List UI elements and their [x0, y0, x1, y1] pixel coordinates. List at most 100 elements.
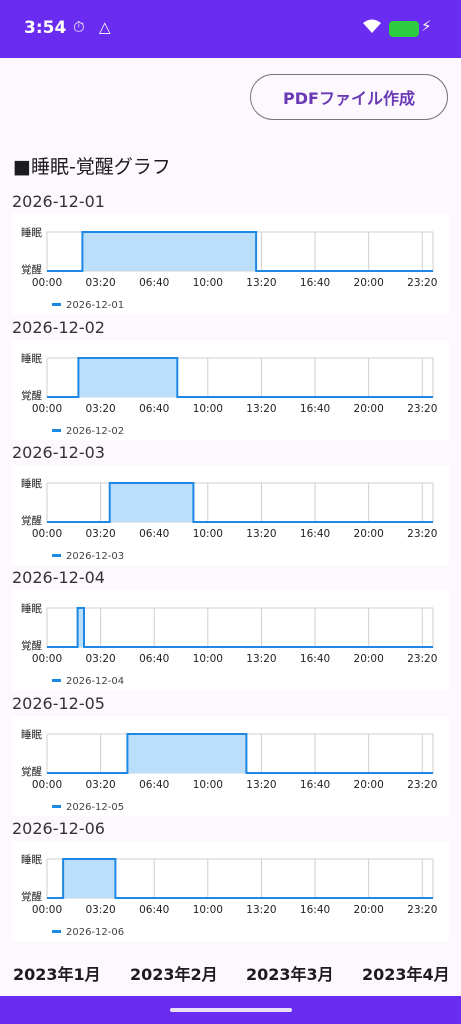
legend-label: 2026-12-02: [66, 426, 124, 437]
legend-swatch: [52, 303, 61, 306]
timer-icon: ⏱: [73, 18, 85, 36]
chart-date: 2026-12-02: [12, 318, 105, 337]
plot-border: [46, 607, 434, 648]
legend-swatch: [52, 679, 61, 682]
legend-swatch: [52, 930, 61, 933]
month-tab[interactable]: 2023年4月: [362, 965, 450, 984]
x-tick-label: 13:20: [246, 779, 276, 791]
sleep-area: [47, 483, 433, 522]
x-tick-label: 23:20: [407, 779, 437, 791]
chart-date: 2026-12-01: [12, 192, 105, 211]
x-tick-label: 13:20: [246, 277, 276, 289]
x-tick-label: 00:00: [32, 904, 62, 916]
chart-date: 2026-12-06: [12, 819, 105, 838]
y-label-wake: 覚醒: [21, 639, 42, 652]
sleep-chart: 2026-12-04 00:00 03:20 06:40 10:00 13:20 16:40…: [12, 568, 449, 692]
x-tick-label: 20:00: [354, 277, 384, 289]
sleep-chart: 2026-12-05 00:00 03:20 06:40 10:00 13:20 16:40…: [12, 694, 449, 818]
wifi-icon: [362, 18, 382, 38]
month-tab[interactable]: 2023年2月: [130, 965, 218, 984]
y-label-sleep: 睡眠: [21, 853, 42, 866]
x-tick-label: 16:40: [300, 653, 330, 665]
status-bar: 3:54 ⏱ △ ⚡: [0, 0, 461, 58]
x-tick-label: 06:40: [139, 653, 169, 665]
x-tick-label: 16:40: [300, 528, 330, 540]
x-tick-label: 20:00: [354, 904, 384, 916]
sleep-line: [47, 231, 433, 272]
legend-swatch: [52, 554, 61, 557]
x-tick-label: 10:00: [193, 528, 223, 540]
y-label-sleep: 睡眠: [21, 728, 42, 741]
x-tick-label: 03:20: [85, 653, 115, 665]
x-tick-label: 06:40: [139, 779, 169, 791]
x-tick-label: 13:20: [246, 904, 276, 916]
x-tick-label: 23:20: [407, 528, 437, 540]
chart-svg: 00:00 03:20 06:40 10:00 13:20 16:40 20:00 23:20…: [21, 728, 437, 813]
x-tick-label: 20:00: [354, 403, 384, 415]
chart-svg: 00:00 03:20 06:40 10:00 13:20 16:40 20:00 23:20…: [21, 477, 437, 562]
legend-swatch: [52, 429, 61, 432]
x-tick-label: 16:40: [300, 403, 330, 415]
sleep-area: [47, 859, 433, 898]
y-label-sleep: 睡眠: [21, 477, 42, 490]
x-tick-label: 20:00: [354, 779, 384, 791]
x-tick-label: 00:00: [32, 403, 62, 415]
x-tick-label: 03:20: [85, 904, 115, 916]
sleep-chart: 2026-12-06 00:00 03:20 06:40 10:00 13:20 16:40…: [12, 819, 449, 943]
x-tick-label: 03:20: [85, 403, 115, 415]
x-tick-label: 10:00: [193, 904, 223, 916]
x-tick-label: 10:00: [193, 277, 223, 289]
sleep-line: [47, 858, 433, 899]
x-tick-label: 16:40: [300, 904, 330, 916]
legend-label: 2026-12-06: [66, 927, 124, 938]
legend-label: 2026-12-01: [66, 300, 124, 311]
navigation-bar: [0, 996, 461, 1024]
x-tick-label: 16:40: [300, 779, 330, 791]
x-tick-label: 03:20: [85, 277, 115, 289]
y-label-sleep: 睡眠: [21, 226, 42, 239]
sleep-area: [47, 358, 433, 397]
x-tick-label: 03:20: [85, 528, 115, 540]
month-selector: 2023年1月 2023年2月 2023年3月 2023年4月: [0, 961, 461, 984]
y-label-wake: 覚醒: [21, 514, 42, 527]
sleep-line: [47, 357, 433, 398]
x-tick-label: 13:20: [246, 403, 276, 415]
plot-border: [46, 482, 434, 523]
x-tick-label: 06:40: [139, 403, 169, 415]
chart-svg: 00:00 03:20 06:40 10:00 13:20 16:40 20:00 23:20…: [21, 853, 437, 938]
chart-date: 2026-12-05: [12, 694, 105, 713]
x-tick-label: 20:00: [354, 653, 384, 665]
x-tick-label: 16:40: [300, 277, 330, 289]
month-tab[interactable]: 2023年1月: [13, 965, 101, 984]
x-tick-label: 00:00: [32, 779, 62, 791]
x-tick-label: 13:20: [246, 528, 276, 540]
x-tick-label: 20:00: [354, 528, 384, 540]
chart-card: 00:00 03:20 06:40 10:00 13:20 16:40 20:00 23:20…: [12, 465, 449, 565]
x-tick-label: 03:20: [85, 779, 115, 791]
legend-swatch: [52, 805, 61, 808]
sleep-chart: 2026-12-03 00:00 03:20 06:40 10:00 13:20 16:40…: [12, 443, 449, 567]
x-tick-label: 10:00: [193, 403, 223, 415]
x-tick-label: 23:20: [407, 653, 437, 665]
sleep-chart: 2026-12-02 00:00 03:20 06:40 10:00 13:20 16:40…: [12, 318, 449, 442]
x-tick-label: 00:00: [32, 653, 62, 665]
chart-svg: 00:00 03:20 06:40 10:00 13:20 16:40 20:00 23:20…: [21, 602, 437, 687]
chart-svg: 00:00 03:20 06:40 10:00 13:20 16:40 20:00 23:20…: [21, 226, 437, 311]
status-time: 3:54: [24, 18, 67, 38]
chart-svg: 00:00 03:20 06:40 10:00 13:20 16:40 20:00 23:20…: [21, 352, 437, 437]
x-tick-label: 13:20: [246, 653, 276, 665]
legend-label: 2026-12-04: [66, 676, 124, 687]
y-label-wake: 覚醒: [21, 263, 42, 276]
section-title: ■睡眠-覚醒グラフ: [13, 156, 171, 178]
pdf-create-button[interactable]: PDFファイル作成: [250, 74, 448, 120]
battery-icon: [389, 21, 419, 37]
x-tick-label: 06:40: [139, 277, 169, 289]
x-tick-label: 10:00: [193, 653, 223, 665]
home-handle[interactable]: [170, 1008, 292, 1012]
month-tab[interactable]: 2023年3月: [246, 965, 334, 984]
sleep-line: [47, 607, 433, 648]
y-label-wake: 覚醒: [21, 389, 42, 402]
chart-date: 2026-12-04: [12, 568, 105, 587]
chart-card: 00:00 03:20 06:40 10:00 13:20 16:40 20:00 23:20…: [12, 214, 449, 314]
x-tick-label: 06:40: [139, 528, 169, 540]
